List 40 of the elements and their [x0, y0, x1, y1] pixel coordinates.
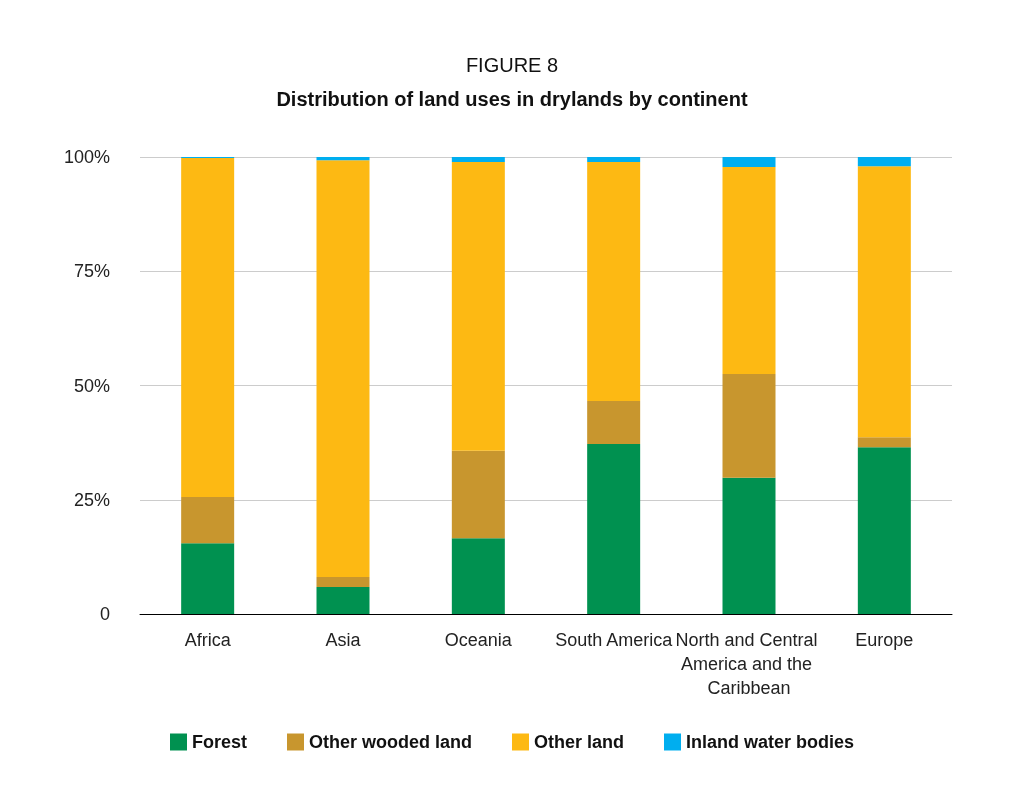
bar	[722, 374, 776, 478]
chart-title: FIGURE 8	[465, 54, 559, 76]
bar	[587, 444, 641, 614]
legend-label: Forest	[191, 732, 247, 752]
bar	[857, 166, 911, 438]
bar	[587, 162, 641, 402]
x-tick-label: Africa	[184, 630, 232, 650]
y-tick-label: 25%	[73, 489, 110, 510]
bar	[857, 437, 911, 448]
bar	[451, 162, 505, 451]
x-tick-label: Asia	[325, 630, 362, 650]
bar	[181, 157, 235, 498]
x-tick-label: Europe	[855, 630, 914, 650]
y-tick-label: 50%	[73, 375, 110, 396]
legend-label: Other land	[533, 732, 624, 752]
y-tick-label: 0	[99, 604, 110, 624]
bar	[451, 157, 505, 163]
bar	[316, 576, 370, 588]
y-tick-label: 75%	[73, 261, 110, 282]
x-tick-label: North and Central America and the Caribbean	[675, 630, 823, 698]
legend-label: Other wooded land	[308, 732, 472, 752]
bar	[722, 477, 776, 614]
bar	[181, 497, 235, 544]
bar	[316, 587, 370, 614]
bar	[857, 157, 911, 167]
bar	[722, 167, 776, 375]
bar	[451, 538, 505, 614]
x-tick-label: South America	[555, 630, 674, 650]
legend-label: Inland water bodies	[686, 732, 855, 752]
bar	[587, 157, 641, 163]
bar	[587, 401, 641, 444]
bar	[722, 157, 776, 168]
y-tick-label: 100%	[63, 147, 110, 167]
bar	[316, 157, 370, 161]
bar	[451, 450, 505, 539]
x-tick-label: Oceania	[444, 630, 513, 650]
bar	[181, 543, 235, 614]
bar	[316, 160, 370, 577]
bar	[857, 447, 911, 614]
chart-subtitle: Distribution of land uses in drylands by continent	[276, 88, 748, 110]
